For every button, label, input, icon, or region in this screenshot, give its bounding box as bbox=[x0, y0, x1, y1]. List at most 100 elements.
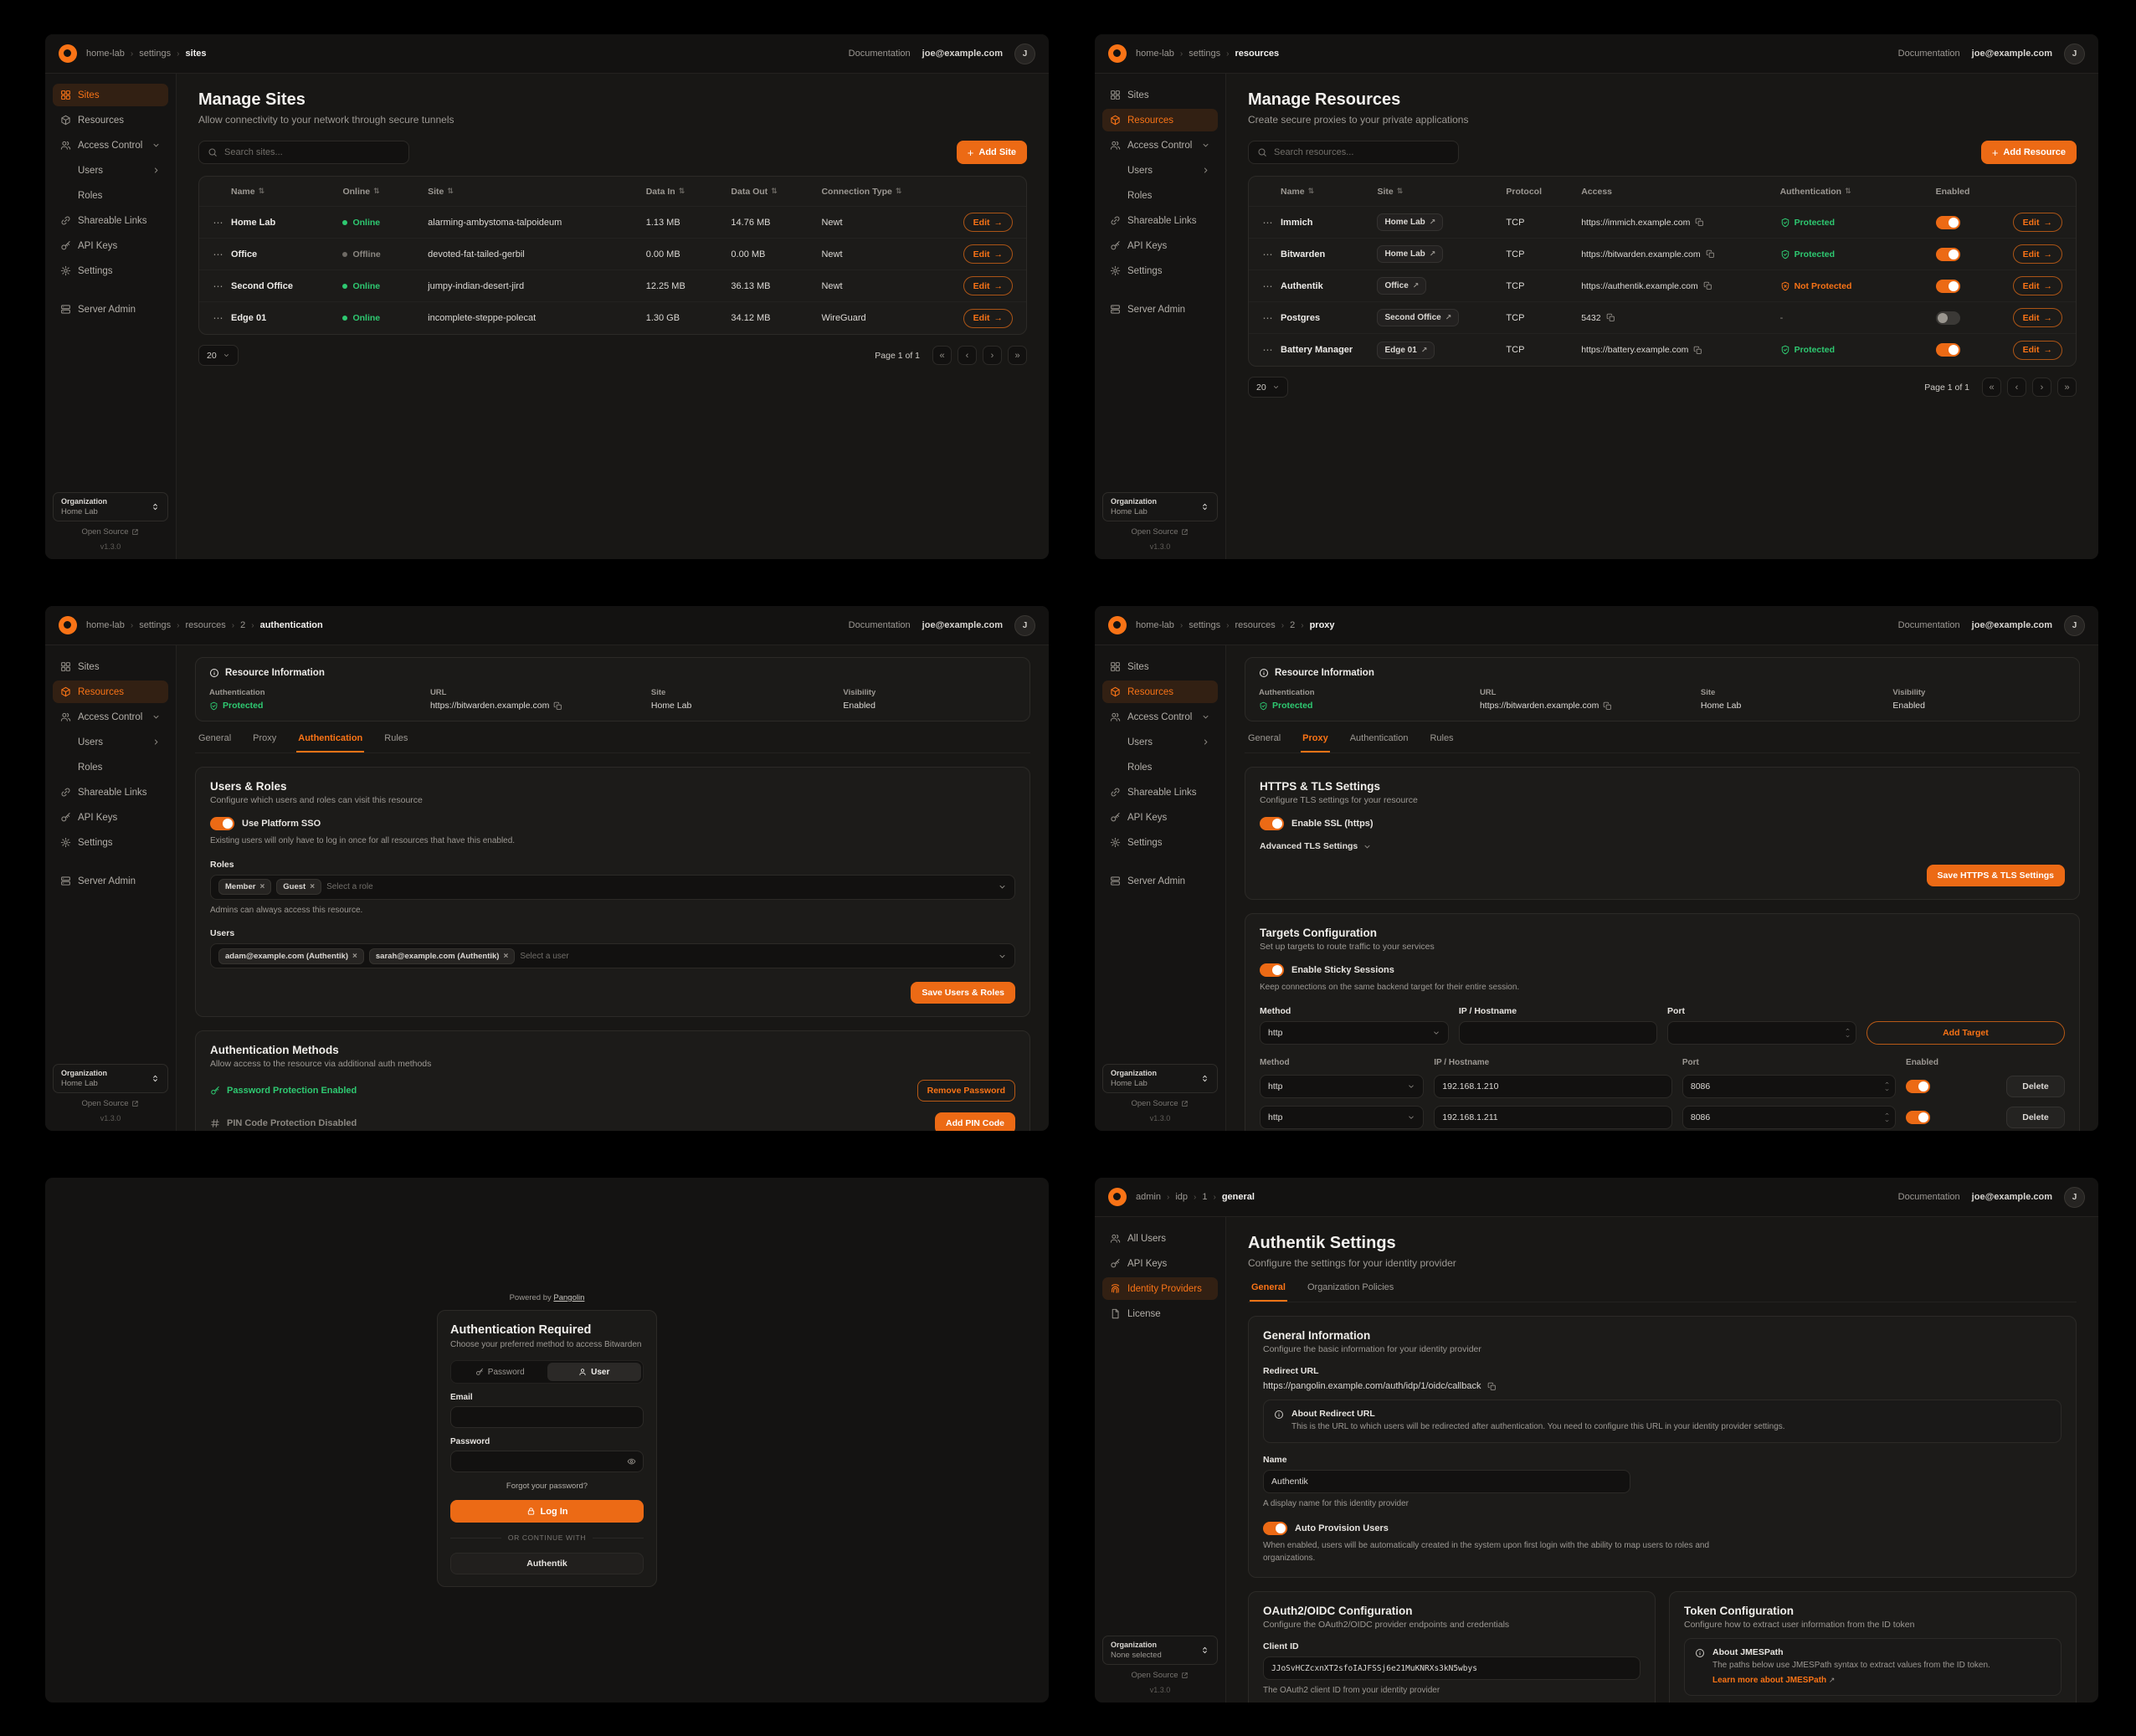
documentation-link[interactable]: Documentation bbox=[1897, 1192, 1960, 1202]
port-input[interactable] bbox=[1682, 1074, 1897, 1098]
prev-page-button[interactable]: ‹ bbox=[958, 346, 977, 365]
sidebar-item-access-control[interactable]: Access Control bbox=[53, 706, 168, 728]
edit-button[interactable]: Edit → bbox=[2012, 244, 2062, 264]
page-size-select[interactable]: 20 bbox=[198, 345, 239, 366]
open-source-link[interactable]: Open Source bbox=[53, 1099, 168, 1108]
row-menu-icon[interactable]: ⋯ bbox=[213, 216, 224, 229]
method-select[interactable]: http bbox=[1260, 1105, 1425, 1129]
breadcrumb-item[interactable]: settings bbox=[139, 620, 172, 630]
copy-icon[interactable] bbox=[1603, 701, 1612, 711]
forgot-password-link[interactable]: Forgot your password? bbox=[506, 1482, 588, 1491]
breadcrumb-item[interactable]: settings bbox=[1189, 49, 1221, 59]
sidebar-item-identity-providers[interactable]: Identity Providers bbox=[1102, 1277, 1218, 1300]
breadcrumb-item[interactable]: home-lab bbox=[86, 620, 125, 630]
user-avatar[interactable]: J bbox=[2064, 1186, 2085, 1208]
remove-chip-icon[interactable]: × bbox=[310, 882, 316, 891]
breadcrumb-item[interactable]: settings bbox=[139, 49, 172, 59]
sidebar-item-resources[interactable]: Resources bbox=[1102, 681, 1218, 703]
name-input[interactable] bbox=[1263, 1469, 1630, 1493]
tab-general[interactable]: General bbox=[1250, 1282, 1287, 1302]
copy-icon[interactable] bbox=[1703, 281, 1712, 290]
sidebar-item-api-keys[interactable]: API Keys bbox=[1102, 806, 1218, 829]
eye-icon[interactable] bbox=[627, 1457, 636, 1466]
tab-general[interactable]: General bbox=[1248, 733, 1281, 743]
add-resource-button[interactable]: + Add Resource bbox=[1980, 141, 2077, 164]
breadcrumb-item[interactable]: idp bbox=[1175, 1192, 1188, 1202]
copy-icon[interactable] bbox=[1487, 1382, 1497, 1391]
remove-chip-icon[interactable]: × bbox=[503, 951, 509, 961]
tab-proxy[interactable]: Proxy bbox=[253, 733, 277, 743]
sidebar-item-api-keys[interactable]: API Keys bbox=[1102, 234, 1218, 257]
copy-icon[interactable] bbox=[1606, 313, 1615, 322]
documentation-link[interactable]: Documentation bbox=[1897, 49, 1960, 59]
documentation-link[interactable]: Documentation bbox=[848, 49, 911, 59]
number-stepper[interactable] bbox=[1884, 1111, 1890, 1123]
authentik-login-button[interactable]: Authentik bbox=[450, 1553, 644, 1574]
role-chip[interactable]: Guest × bbox=[276, 879, 322, 895]
open-source-link[interactable]: Open Source bbox=[1102, 1099, 1218, 1108]
next-page-button[interactable]: › bbox=[983, 346, 1002, 365]
site-badge[interactable]: Edge 01 ↗ bbox=[1377, 341, 1435, 359]
next-page-button[interactable]: › bbox=[2032, 378, 2051, 397]
sidebar-item-settings[interactable]: Settings bbox=[53, 831, 168, 854]
advanced-tls-settings[interactable]: Advanced TLS Settings bbox=[1260, 841, 2065, 851]
number-stepper[interactable] bbox=[1845, 1026, 1851, 1039]
documentation-link[interactable]: Documentation bbox=[1897, 620, 1960, 630]
sidebar-item-users[interactable]: Users bbox=[1102, 731, 1218, 753]
copy-icon[interactable] bbox=[1693, 346, 1702, 355]
sidebar-item-api-keys[interactable]: API Keys bbox=[53, 806, 168, 829]
sidebar-item-settings[interactable]: Settings bbox=[53, 259, 168, 282]
login-button[interactable]: Log In bbox=[450, 1500, 644, 1523]
first-page-button[interactable]: « bbox=[1982, 378, 2001, 397]
edit-button[interactable]: Edit → bbox=[963, 276, 1013, 295]
open-source-link[interactable]: Open Source bbox=[1102, 1671, 1218, 1680]
resource-row[interactable]: ⋯ Bitwarden Home Lab ↗ TCP https://bitwar… bbox=[1249, 239, 2076, 270]
sidebar-item-server-admin[interactable]: Server Admin bbox=[53, 870, 168, 892]
sidebar-item-server-admin[interactable]: Server Admin bbox=[1102, 298, 1218, 321]
ip-hostname-input[interactable] bbox=[1458, 1020, 1657, 1045]
sidebar-item-resources[interactable]: Resources bbox=[53, 681, 168, 703]
pangolin-logo-icon[interactable] bbox=[1108, 616, 1127, 634]
port-input[interactable] bbox=[1682, 1105, 1897, 1129]
tab-organization-policies[interactable]: Organization Policies bbox=[1307, 1282, 1394, 1292]
last-page-button[interactable]: » bbox=[2057, 378, 2077, 397]
sidebar-item-roles[interactable]: Roles bbox=[1102, 184, 1218, 207]
sidebar-item-roles[interactable]: Roles bbox=[53, 756, 168, 778]
sidebar-item-shareable-links[interactable]: Shareable Links bbox=[53, 209, 168, 232]
row-menu-icon[interactable]: ⋯ bbox=[1262, 311, 1274, 324]
user-avatar[interactable]: J bbox=[2064, 43, 2085, 64]
organization-selector[interactable]: Organization Home Lab bbox=[53, 492, 168, 521]
pangolin-logo-icon[interactable] bbox=[59, 616, 77, 634]
sidebar-item-settings[interactable]: Settings bbox=[1102, 259, 1218, 282]
pangolin-link[interactable]: Pangolin bbox=[553, 1293, 585, 1302]
user-avatar[interactable]: J bbox=[1014, 614, 1035, 636]
sidebar-item-settings[interactable]: Settings bbox=[1102, 831, 1218, 854]
edit-button[interactable]: Edit → bbox=[2012, 213, 2062, 232]
organization-selector[interactable]: Organization Home Lab bbox=[53, 1064, 168, 1093]
copy-icon[interactable] bbox=[553, 701, 562, 711]
row-menu-icon[interactable]: ⋯ bbox=[213, 280, 224, 292]
add-pin-button[interactable]: Add PIN Code bbox=[935, 1112, 1015, 1131]
sidebar-item-users[interactable]: Users bbox=[1102, 159, 1218, 182]
column-header-connection-type[interactable]: Connection Type ⇅ bbox=[821, 186, 902, 197]
enabled-toggle[interactable] bbox=[1935, 247, 1960, 261]
sidebar-item-sites[interactable]: Sites bbox=[53, 655, 168, 678]
tab-user[interactable]: User bbox=[547, 1363, 641, 1381]
site-badge[interactable]: Home Lab ↗ bbox=[1377, 245, 1444, 263]
site-badge[interactable]: Office ↗ bbox=[1377, 277, 1427, 295]
sticky-sessions-toggle[interactable] bbox=[1260, 963, 1284, 977]
password-input[interactable] bbox=[450, 1451, 644, 1472]
breadcrumb-item[interactable]: 2 bbox=[240, 620, 246, 630]
target-enabled-toggle[interactable] bbox=[1906, 1110, 1931, 1124]
tab-rules[interactable]: Rules bbox=[1430, 733, 1454, 743]
email-input[interactable] bbox=[450, 1406, 644, 1428]
column-header-data-out[interactable]: Data Out ⇅ bbox=[731, 186, 778, 197]
user-email[interactable]: joe@example.com bbox=[922, 49, 1003, 59]
sidebar-item-shareable-links[interactable]: Shareable Links bbox=[53, 781, 168, 804]
tab-authentication[interactable]: Authentication bbox=[1349, 733, 1409, 743]
sidebar-item-license[interactable]: License bbox=[1102, 1302, 1218, 1325]
organization-selector[interactable]: Organization Home Lab bbox=[1102, 492, 1218, 521]
user-chip[interactable]: sarah@example.com (Authentik) × bbox=[368, 948, 516, 964]
sidebar-item-server-admin[interactable]: Server Admin bbox=[1102, 870, 1218, 892]
enabled-toggle[interactable] bbox=[1935, 215, 1960, 229]
